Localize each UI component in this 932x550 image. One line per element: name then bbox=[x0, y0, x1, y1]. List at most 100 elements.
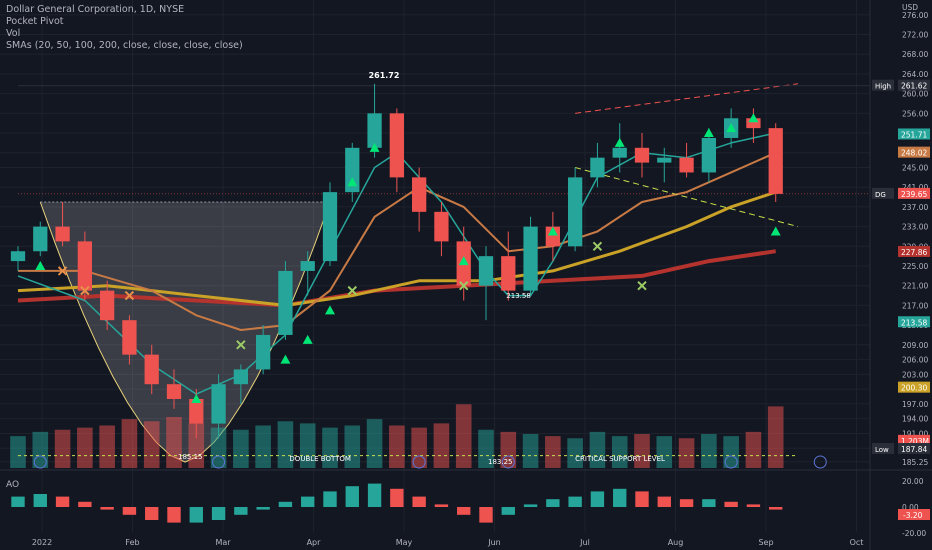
low-annotation-3: 183.25 bbox=[488, 458, 513, 466]
volume-bar bbox=[433, 423, 450, 468]
event-badge bbox=[212, 455, 226, 469]
volume-bar bbox=[344, 425, 361, 468]
price-tag-value: 261.62 bbox=[901, 82, 927, 91]
sma-cross bbox=[80, 285, 90, 296]
volume-bar bbox=[634, 434, 650, 468]
candle-body bbox=[367, 113, 382, 148]
ao-bar bbox=[301, 496, 315, 507]
time-tick-label[interactable]: May bbox=[396, 538, 413, 547]
price-tag-value: 1.203M bbox=[901, 437, 929, 446]
price-tag: 248.02 bbox=[898, 146, 930, 158]
sma-cross bbox=[57, 266, 68, 276]
volume-bar bbox=[54, 429, 71, 468]
time-tick-label[interactable]: Jun bbox=[487, 538, 501, 547]
time-tick-label[interactable]: Oct bbox=[850, 538, 864, 547]
price-tick-label: 217.00 bbox=[902, 301, 928, 310]
price-tick-label: 203.00 bbox=[902, 370, 928, 379]
candle-body bbox=[412, 177, 427, 212]
price-tag-value: 187.84 bbox=[901, 445, 927, 454]
ao-bar bbox=[568, 496, 582, 507]
volume-bar bbox=[455, 404, 472, 468]
ao-bar bbox=[167, 507, 181, 523]
sma100-line bbox=[17, 190, 777, 307]
ao-bar bbox=[33, 494, 47, 507]
sma-cross-markers bbox=[57, 241, 647, 350]
indicator-pocket-pivot[interactable]: Pocket Pivot bbox=[6, 16, 64, 27]
price-tag-value: 239.65 bbox=[901, 190, 927, 199]
time-tick-label[interactable]: 2022 bbox=[32, 538, 52, 547]
volume-bar bbox=[589, 431, 606, 468]
volume-bar bbox=[233, 429, 249, 468]
candle-body bbox=[278, 270, 293, 335]
price-tick-label: 245.00 bbox=[902, 164, 928, 173]
candle-body bbox=[122, 320, 137, 355]
pocket-pivot-triangle bbox=[35, 261, 46, 271]
volume-bar bbox=[567, 438, 583, 468]
pocket-pivot-triangle bbox=[280, 354, 291, 364]
time-tick-label[interactable]: Jul bbox=[579, 538, 590, 547]
symbol-title[interactable]: Dollar General Corporation, 1D, NYSE bbox=[6, 4, 185, 15]
low-annotation-1: 185.15 bbox=[178, 453, 203, 461]
price-tag: Low 187.84 bbox=[872, 443, 930, 455]
price-tick-label: 260.00 bbox=[902, 90, 928, 99]
ao-bar bbox=[145, 507, 159, 520]
time-axis: 2022 Feb Mar Apr May Jun Jul Aug Sep Oct bbox=[32, 538, 864, 547]
candle-body bbox=[679, 157, 694, 173]
ao-bar bbox=[724, 501, 738, 507]
candle-body bbox=[189, 398, 204, 424]
volume-bar bbox=[32, 431, 49, 468]
time-tick-label[interactable]: Aug bbox=[668, 538, 684, 547]
candle-body bbox=[322, 192, 338, 262]
price-tick-label: 197.00 bbox=[902, 400, 928, 409]
time-tick-label[interactable]: Apr bbox=[307, 538, 322, 547]
time-tick-label[interactable]: Sep bbox=[758, 538, 773, 547]
price-tick-label: 209.00 bbox=[902, 341, 928, 350]
ao-bar bbox=[457, 507, 471, 515]
price-tick-label: 225.00 bbox=[902, 262, 928, 271]
sma200-line bbox=[17, 249, 776, 308]
price-tick-label: 276.00 bbox=[902, 11, 928, 20]
ao-bar bbox=[657, 496, 671, 507]
pocket-pivot-markers bbox=[35, 113, 781, 403]
price-tag-bg bbox=[898, 316, 930, 328]
price-tick-label: 194.00 bbox=[902, 415, 928, 424]
price-tag: 251.71 bbox=[898, 128, 930, 140]
pocket-pivot-triangle bbox=[325, 305, 335, 315]
pocket-pivot-triangle bbox=[547, 226, 558, 236]
pocket-pivot-triangle bbox=[191, 393, 202, 403]
candle-2022-01-31 bbox=[122, 315, 137, 365]
price-tag-bg bbox=[898, 381, 930, 393]
candle-2022-03-28 bbox=[300, 251, 315, 296]
channel-top-line bbox=[575, 83, 799, 114]
event-badge bbox=[412, 455, 426, 469]
volume-bars bbox=[10, 404, 784, 468]
ao-bar bbox=[278, 501, 293, 507]
indicator-smas[interactable]: SMAs (20, 50, 100, 200, close, close, cl… bbox=[6, 40, 243, 51]
ao-tick-label: 0.00 bbox=[902, 503, 919, 512]
candle-2022-03-14 bbox=[256, 325, 271, 375]
price-tag-value: 248.02 bbox=[901, 149, 927, 158]
candle-body bbox=[144, 354, 159, 385]
ao-bar bbox=[189, 507, 203, 523]
ao-bar bbox=[390, 488, 404, 507]
volume-bar bbox=[255, 425, 271, 468]
sma-cross bbox=[347, 285, 357, 296]
time-tick-label[interactable]: Mar bbox=[215, 538, 231, 547]
sma-cross bbox=[592, 241, 603, 252]
price-tick-label: 185.25 bbox=[902, 458, 928, 467]
candle-2022-04-11 bbox=[345, 142, 360, 202]
pocket-pivot-triangle bbox=[703, 128, 714, 138]
price-tick-label: 272.00 bbox=[902, 31, 928, 40]
time-tick-label[interactable]: Feb bbox=[125, 538, 139, 547]
indicator-volume[interactable]: Vol bbox=[6, 28, 21, 39]
ao-bar bbox=[234, 507, 248, 515]
candle-2022-01-10 bbox=[55, 201, 70, 247]
candle-2022-06-20 bbox=[568, 167, 583, 252]
candle-2022-08-01 bbox=[701, 128, 716, 183]
volume-bar bbox=[701, 434, 717, 468]
ao-bar bbox=[635, 491, 649, 507]
ao-value-tag-bg bbox=[898, 509, 930, 520]
price-tick-label: 241.00 bbox=[902, 183, 928, 192]
ao-bar bbox=[769, 507, 783, 510]
